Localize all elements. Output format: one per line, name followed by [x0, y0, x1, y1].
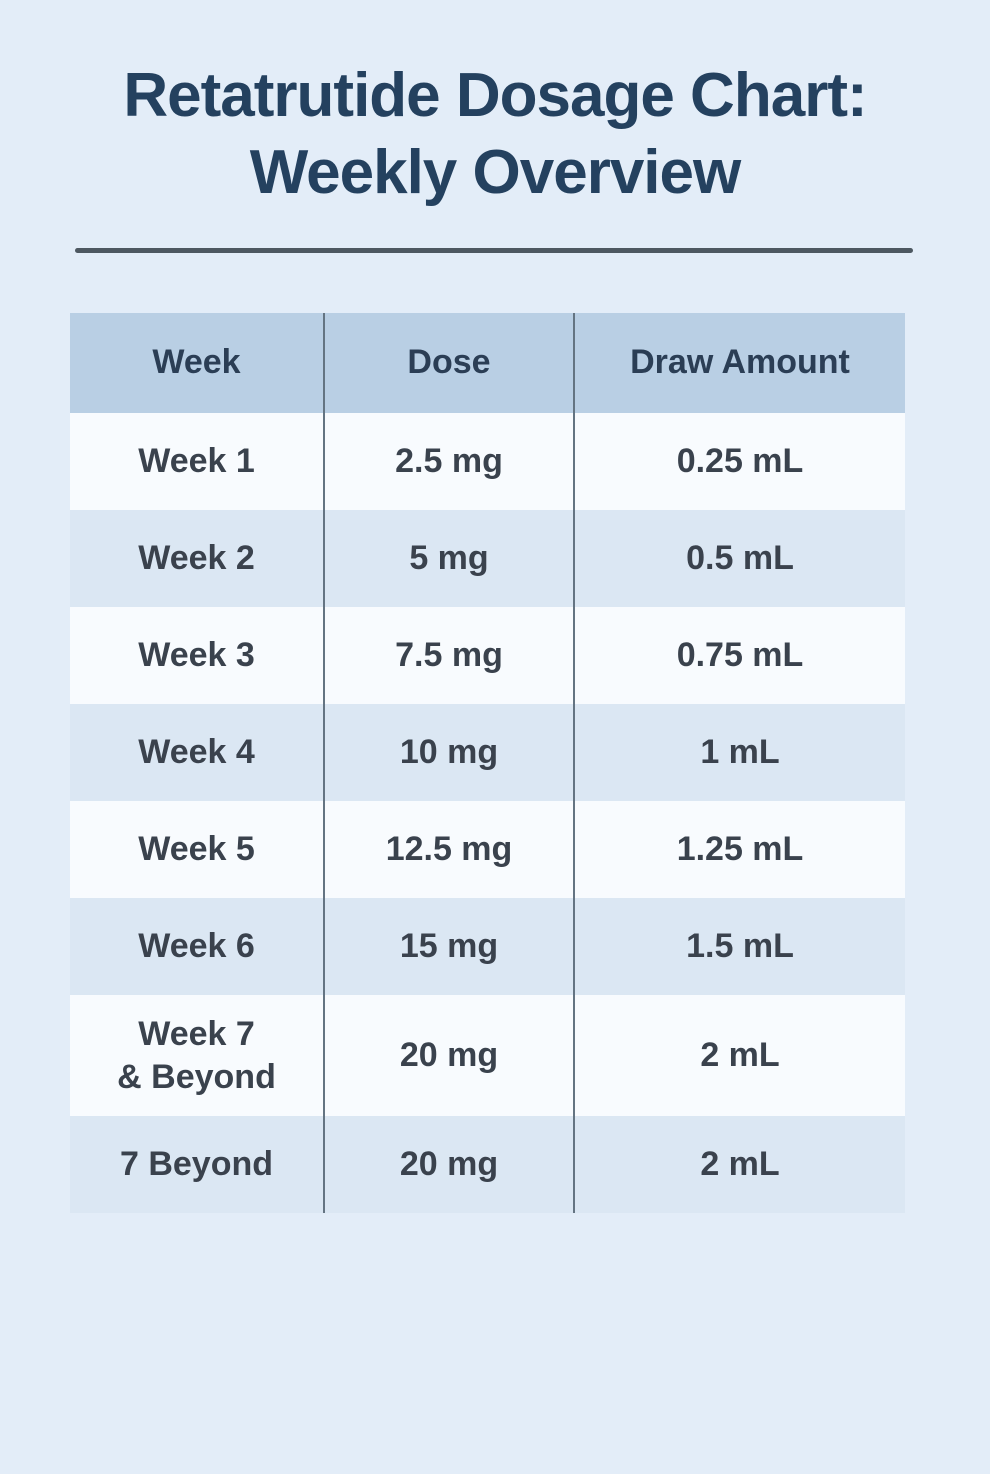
dose-cell: 2.5 mg — [323, 412, 573, 510]
header-week: Week — [152, 343, 241, 382]
week-cell: 7 Beyond — [119, 1145, 274, 1184]
table-row: Week 2 5 mg 0.5 mL — [70, 509, 905, 607]
week-cell: Week 7 & Beyond — [117, 1014, 276, 1096]
draw-cell: 0.75 mL — [573, 606, 905, 704]
dose-cell: 10 mg — [323, 703, 573, 801]
week-cell: Week 5 — [138, 829, 255, 868]
table-header-row: Week Dose Draw Amount — [70, 312, 905, 413]
dose-cell: 5 mg — [323, 509, 573, 607]
page-title: Retatrutide Dosage Chart: Weekly Overvie… — [0, 0, 990, 212]
draw-cell: 0.25 mL — [573, 412, 905, 510]
dose-cell: 12.5 mg — [323, 800, 573, 898]
table-row: Week 6 15 mg 1.5 mL — [70, 897, 905, 995]
dosage-table: Week Dose Draw Amount Week 1 2.5 mg 0.25… — [70, 312, 905, 1214]
week-cell: Week 6 — [138, 926, 255, 965]
dose-cell: 20 mg — [323, 994, 573, 1117]
page-title-line2: Weekly Overview — [249, 137, 742, 207]
dose-cell: 15 mg — [323, 897, 573, 995]
draw-cell: 2 mL — [573, 1116, 905, 1214]
week-cell: Week 1 — [138, 441, 255, 480]
table-row: Week 7 & Beyond 20 mg 2 mL — [70, 994, 905, 1117]
table-row: 7 Beyond 20 mg 2 mL — [70, 1116, 905, 1214]
table-row: Week 1 2.5 mg 0.25 mL — [70, 412, 905, 510]
week-cell: Week 3 — [138, 635, 255, 674]
header-draw-amount: Draw Amount — [573, 312, 905, 413]
dose-cell: 7.5 mg — [323, 606, 573, 704]
week-cell: Week 4 — [138, 732, 255, 771]
draw-cell: 0.5 mL — [573, 509, 905, 607]
draw-cell: 1 mL — [573, 703, 905, 801]
table-row: Week 4 10 mg 1 mL — [70, 703, 905, 801]
header-dose: Dose — [323, 312, 573, 413]
draw-cell: 2 mL — [573, 994, 905, 1117]
table-row: Week 3 7.5 mg 0.75 mL — [70, 606, 905, 704]
title-divider — [75, 247, 913, 253]
draw-cell: 1.25 mL — [573, 800, 905, 898]
dose-cell: 20 mg — [323, 1116, 573, 1214]
week-cell: Week 2 — [138, 538, 255, 577]
draw-cell: 1.5 mL — [573, 897, 905, 995]
page-title-line1: Retatrutide Dosage Chart: — [123, 61, 867, 130]
table-row: Week 5 12.5 mg 1.25 mL — [70, 800, 905, 898]
